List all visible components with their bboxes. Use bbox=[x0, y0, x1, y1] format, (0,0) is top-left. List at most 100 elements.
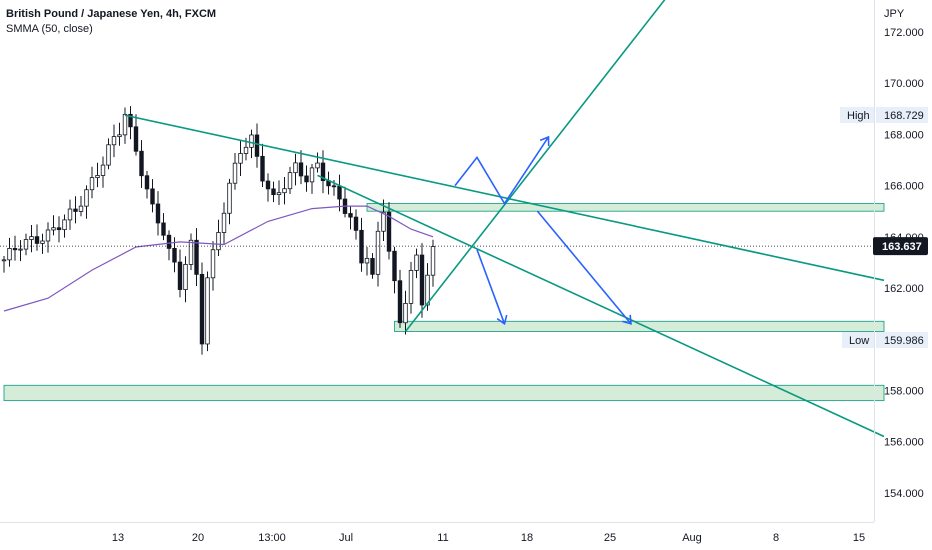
candle-body bbox=[161, 222, 166, 236]
candle-body bbox=[414, 254, 419, 271]
y-tick-label: 168.000 bbox=[884, 129, 924, 141]
trendlines[interactable] bbox=[124, 0, 885, 438]
x-tick-label: 20 bbox=[192, 532, 204, 544]
x-tick-label: 25 bbox=[604, 532, 616, 544]
candle-body bbox=[254, 134, 260, 157]
candle-body bbox=[210, 249, 216, 279]
candle-body bbox=[430, 246, 436, 276]
candle-body bbox=[249, 134, 254, 148]
candle-body bbox=[111, 136, 117, 146]
candle-body bbox=[78, 205, 84, 212]
x-tick-label: 18 bbox=[521, 532, 533, 544]
y-tick-label: 162.000 bbox=[884, 283, 924, 295]
candle-body bbox=[238, 153, 243, 164]
indicator-label[interactable]: SMMA (50, close) bbox=[6, 23, 93, 35]
high-label-bg bbox=[840, 107, 874, 123]
candle-body bbox=[199, 273, 205, 345]
candle-body bbox=[100, 164, 106, 176]
candle-body bbox=[18, 248, 23, 251]
last-price-bg bbox=[873, 237, 928, 256]
low-marker: Low 159.986 bbox=[842, 332, 928, 348]
x-tick-label: 8 bbox=[773, 532, 779, 544]
candle-body bbox=[205, 277, 210, 345]
candle-body bbox=[128, 113, 133, 128]
candle-body bbox=[89, 177, 95, 191]
y-tick-label: 156.000 bbox=[884, 437, 924, 449]
candle-body bbox=[34, 236, 40, 244]
time-axis[interactable]: 13 20 13:00 Jul 11 18 25 Aug 8 15 bbox=[112, 532, 865, 544]
candle-body bbox=[276, 192, 282, 196]
candle-body bbox=[408, 270, 414, 304]
projection-arrow-2 bbox=[476, 249, 506, 325]
projection-arrows[interactable] bbox=[454, 135, 632, 326]
candle-body bbox=[172, 248, 177, 263]
y-tick-label: 172.000 bbox=[884, 27, 924, 39]
x-tick-label: 13:00 bbox=[258, 532, 286, 544]
support-resistance-zones bbox=[3, 203, 885, 402]
trendline-2 bbox=[317, 174, 885, 438]
candle-body bbox=[12, 248, 18, 251]
projection-arrow-3 bbox=[536, 210, 632, 325]
candle-body bbox=[271, 188, 276, 196]
candle-body bbox=[370, 258, 375, 275]
candle-body bbox=[23, 239, 29, 250]
candle-body bbox=[359, 229, 364, 264]
candle-body bbox=[45, 229, 51, 242]
candle-body bbox=[353, 216, 359, 231]
high-label: High bbox=[847, 110, 870, 122]
candle-body bbox=[150, 188, 155, 205]
high-value: 168.729 bbox=[884, 110, 924, 122]
last-price-value: 163.637 bbox=[882, 241, 922, 253]
candle-body bbox=[194, 239, 199, 275]
symbol-title[interactable]: British Pound / Japanese Yen, 4h, FXCM bbox=[6, 8, 217, 20]
candle-body bbox=[188, 239, 194, 265]
candle-body bbox=[122, 113, 128, 136]
zone-3 bbox=[3, 384, 885, 402]
candle-body bbox=[293, 162, 298, 174]
candle-body bbox=[56, 227, 62, 231]
x-tick-label: 13 bbox=[112, 532, 124, 544]
candle-body bbox=[51, 227, 56, 231]
candle-body bbox=[392, 250, 397, 282]
currency-label: JPY bbox=[884, 8, 905, 20]
y-tick-label: 166.000 bbox=[884, 181, 924, 193]
candle-body bbox=[177, 261, 183, 290]
trendline-3 bbox=[404, 0, 666, 333]
candle-body bbox=[304, 175, 309, 183]
low-value-bg bbox=[876, 332, 928, 348]
candle-body bbox=[403, 302, 408, 324]
candle-body bbox=[309, 167, 315, 183]
candle-body bbox=[40, 240, 45, 244]
candle-body bbox=[73, 208, 78, 212]
projection-arrow-1 bbox=[454, 136, 550, 206]
candle-body bbox=[386, 211, 392, 252]
candle-body bbox=[84, 189, 89, 207]
chart-legend: British Pound / Japanese Yen, 4h, FXCM S… bbox=[6, 7, 216, 37]
y-tick-label: 158.000 bbox=[884, 385, 924, 397]
candle-body bbox=[298, 162, 304, 177]
candle-body bbox=[139, 150, 144, 177]
candle-body bbox=[1, 259, 7, 262]
candle-body bbox=[155, 203, 161, 224]
candle-body bbox=[62, 219, 67, 231]
high-marker: High 168.729 bbox=[840, 107, 928, 123]
low-label-bg bbox=[842, 332, 874, 348]
zone-1 bbox=[366, 203, 885, 212]
candle-body bbox=[133, 126, 139, 152]
candle-body bbox=[232, 162, 238, 184]
candle-body bbox=[381, 211, 386, 232]
candle-body bbox=[221, 212, 227, 233]
candle-body bbox=[397, 280, 403, 324]
low-value: 159.986 bbox=[884, 335, 924, 347]
candle-body bbox=[425, 274, 430, 306]
candle-body bbox=[166, 234, 172, 249]
candle-body bbox=[227, 182, 232, 214]
candle-body bbox=[95, 175, 100, 179]
candle-body bbox=[375, 230, 381, 275]
candle-body bbox=[106, 144, 111, 166]
trendline-1 bbox=[124, 114, 885, 282]
y-tick-label: 154.000 bbox=[884, 488, 924, 500]
candle-body bbox=[144, 175, 150, 190]
